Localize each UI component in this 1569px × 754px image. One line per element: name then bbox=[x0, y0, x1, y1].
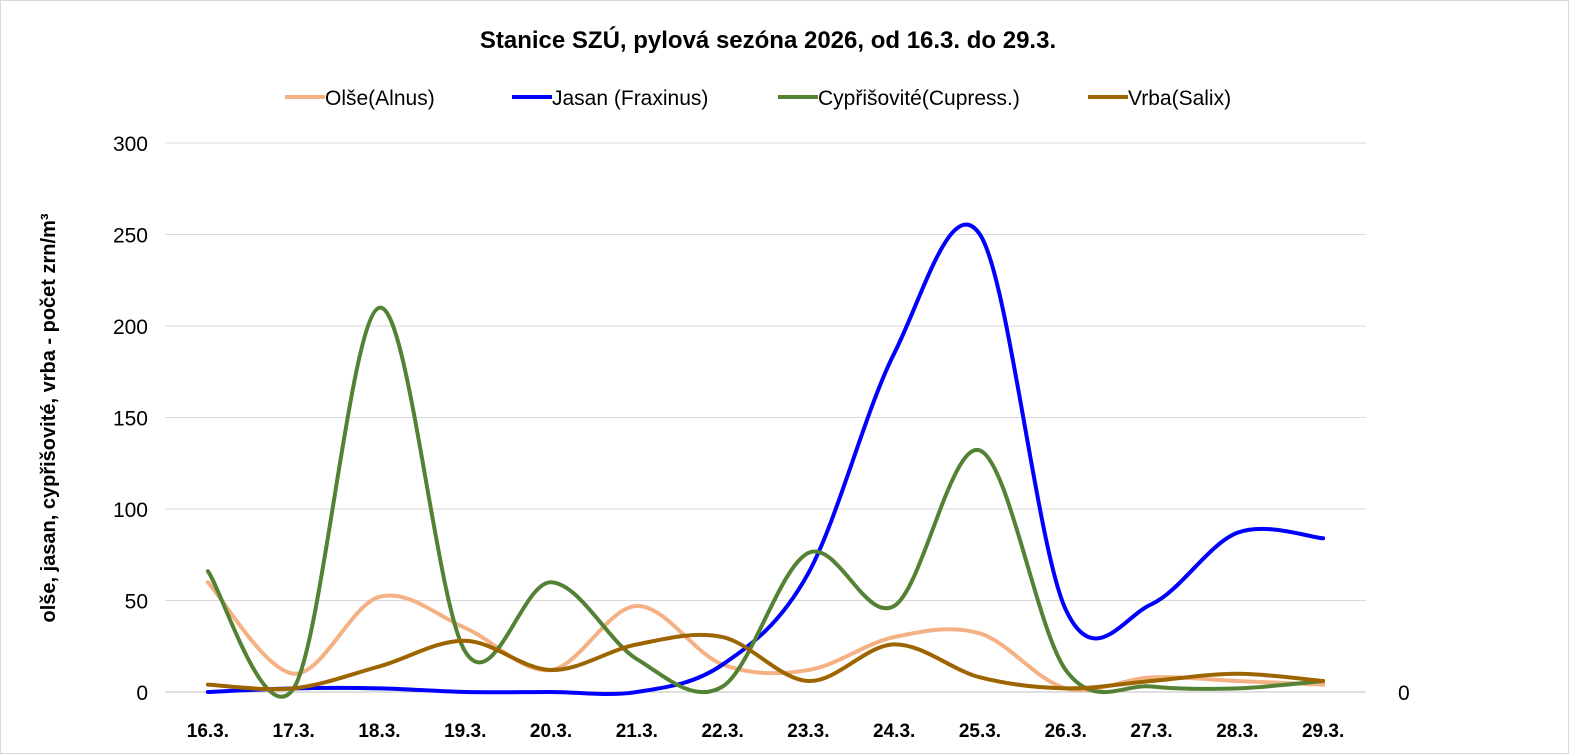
series-line-cyp-i-ovit-cupress- bbox=[205, 305, 1326, 699]
y-tick-label: 200 bbox=[113, 316, 148, 339]
y-axis-ticks: 0 50 100 150 200 250 300 bbox=[113, 133, 148, 705]
y-tick-label: 100 bbox=[113, 499, 148, 522]
x-tick-label: 22.3. bbox=[701, 721, 743, 742]
x-tick-label: 26.3. bbox=[1045, 721, 1087, 742]
x-tick-label: 28.3. bbox=[1216, 721, 1258, 742]
x-tick-label: 17.3. bbox=[273, 721, 315, 742]
x-tick-label: 16.3. bbox=[187, 721, 229, 742]
x-tick-label: 27.3. bbox=[1130, 721, 1172, 742]
y-tick-label: 300 bbox=[113, 133, 148, 156]
series-line-jasan-fraxinus- bbox=[205, 222, 1326, 697]
x-tick-label: 18.3. bbox=[358, 721, 400, 742]
gridlines bbox=[165, 142, 1366, 693]
series-line-vrba-salix- bbox=[205, 632, 1326, 692]
x-tick-label: 23.3. bbox=[787, 721, 829, 742]
chart-title: Stanice SZÚ, pylová sezóna 2026, od 16.3… bbox=[480, 26, 1056, 54]
y-axis-label: olše, jasan, cypřišovité, vrba - počet z… bbox=[38, 213, 60, 622]
series-lines bbox=[205, 222, 1326, 699]
x-tick-label: 21.3. bbox=[616, 721, 658, 742]
x-tick-label: 19.3. bbox=[444, 721, 486, 742]
y-tick-label: 250 bbox=[113, 225, 148, 248]
secondary-y-tick: 0 bbox=[1398, 682, 1410, 705]
legend-label: Olše(Alnus) bbox=[325, 87, 435, 110]
legend: Olše(Alnus) Jasan (Fraxinus) Cypřišovité(C… bbox=[285, 87, 1231, 110]
y-tick-label: 50 bbox=[125, 591, 148, 614]
x-axis-ticks: 16.3. 17.3. 18.3. 19.3. 20.3. 21.3. 22.3. 23.3.… bbox=[187, 721, 1344, 742]
x-tick-label: 29.3. bbox=[1302, 721, 1344, 742]
x-tick-label: 20.3. bbox=[530, 721, 572, 742]
legend-label: Jasan (Fraxinus) bbox=[552, 87, 708, 110]
x-tick-label: 24.3. bbox=[873, 721, 915, 742]
legend-label: Vrba(Salix) bbox=[1128, 87, 1231, 110]
x-tick-label: 25.3. bbox=[959, 721, 1001, 742]
legend-label: Cypřišovité(Cupress.) bbox=[818, 87, 1020, 110]
y-tick-label: 150 bbox=[113, 408, 148, 431]
y-tick-label: 0 bbox=[136, 682, 148, 705]
series-line-ol-e-alnus- bbox=[205, 580, 1326, 693]
